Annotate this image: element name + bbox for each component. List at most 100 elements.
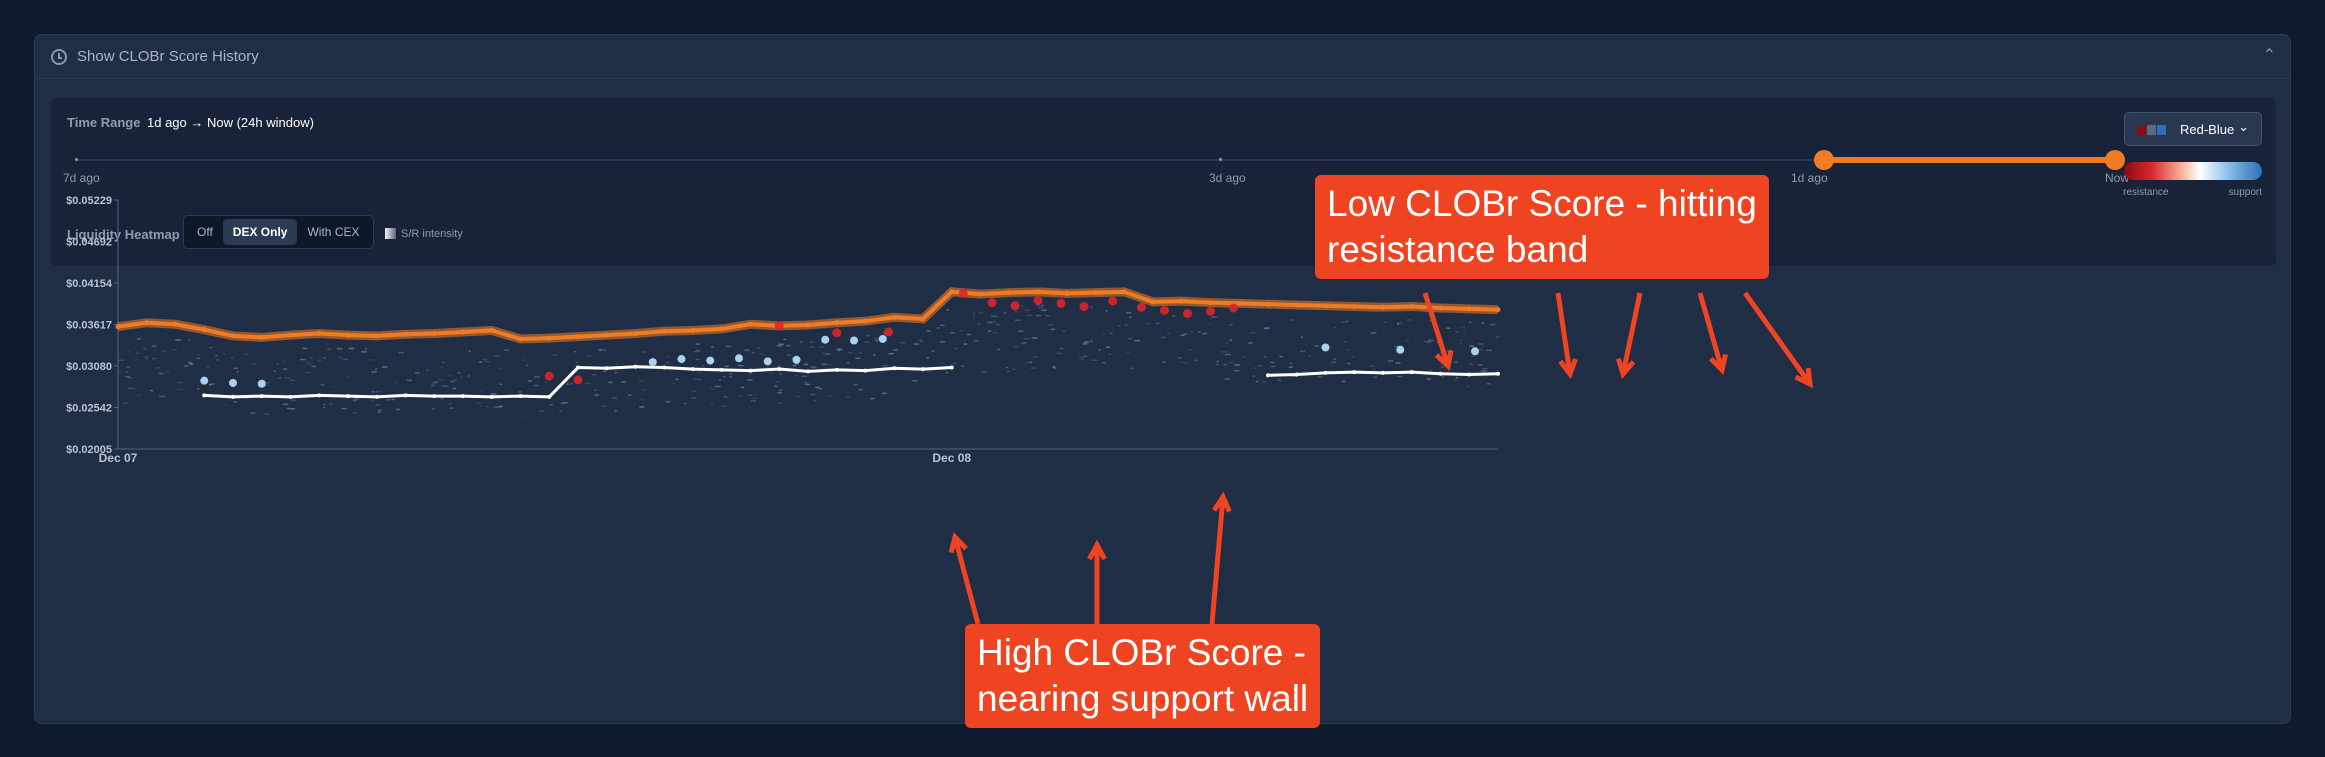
price-point xyxy=(230,333,236,339)
heat-cell xyxy=(1183,361,1189,364)
heat-cell xyxy=(783,338,787,341)
slider-handle-end[interactable] xyxy=(2105,150,2125,170)
chevron-up-icon[interactable]: ⌃ xyxy=(2262,47,2276,64)
heat-cell xyxy=(327,348,332,351)
heat-cell xyxy=(353,398,359,400)
heat-cell xyxy=(307,363,313,365)
heat-cell xyxy=(1188,348,1192,351)
heat-cell xyxy=(1372,368,1376,371)
heat-cell xyxy=(522,359,525,361)
price-point xyxy=(604,332,610,338)
heat-cell xyxy=(1027,314,1032,317)
heat-cell xyxy=(638,380,644,382)
heat-cell xyxy=(888,352,894,355)
sr-intensity-label: S/R intensity xyxy=(385,228,463,240)
heat-cell xyxy=(729,376,732,378)
heat-cell xyxy=(161,350,167,353)
heatmap-option-off[interactable]: Off xyxy=(197,225,213,239)
palette-dropdown[interactable]: Red-Blue ⌄ xyxy=(2124,112,2262,146)
heat-cell xyxy=(759,353,765,356)
heat-cell xyxy=(1256,380,1259,383)
heat-cell xyxy=(498,405,503,408)
heat-cell xyxy=(1261,381,1267,383)
heat-cell xyxy=(305,361,310,363)
controls-bar: Time Range 1d ago → Now (24h window) 7d … xyxy=(51,98,2276,266)
panel-header[interactable]: Show CLOBr Score History ⌃ xyxy=(35,35,2290,79)
heat-cell xyxy=(777,365,780,367)
heat-cell xyxy=(197,353,200,356)
resistance-mark xyxy=(1108,296,1118,306)
heat-cell xyxy=(243,397,249,400)
heat-cell xyxy=(1162,361,1166,364)
heatmap-option-cex[interactable]: With CEX xyxy=(307,225,360,239)
heat-cell xyxy=(196,357,201,359)
heat-cell xyxy=(1225,342,1228,344)
heat-cell xyxy=(881,392,887,395)
heat-cell xyxy=(777,345,782,347)
heat-cell xyxy=(988,330,992,332)
resistance-mark xyxy=(544,371,554,381)
heat-cell xyxy=(1405,339,1410,342)
resistance-mark xyxy=(1229,303,1238,313)
heat-cell xyxy=(779,373,782,375)
price-point xyxy=(403,331,408,337)
time-range-slider[interactable] xyxy=(75,150,2125,170)
heat-cell xyxy=(892,349,899,351)
support-wall-point xyxy=(834,367,839,372)
support-wall-point xyxy=(547,394,552,399)
support-wall-point xyxy=(691,367,695,372)
support-mark xyxy=(706,356,715,365)
heat-cell xyxy=(931,350,935,352)
price-point xyxy=(1006,290,1012,296)
heat-cell xyxy=(188,362,192,364)
heat-cell xyxy=(926,357,929,359)
heat-cell xyxy=(1315,344,1319,347)
heat-cell xyxy=(177,388,184,391)
heat-cell xyxy=(1429,369,1432,371)
heatmap-option-dex[interactable]: DEX Only xyxy=(222,219,298,245)
heat-cell xyxy=(1098,349,1101,351)
heat-cell xyxy=(744,349,750,352)
resistance-mark xyxy=(832,328,842,338)
heat-cell xyxy=(286,407,291,410)
slider-handle-start[interactable] xyxy=(1813,150,1834,170)
heat-cell xyxy=(912,379,918,382)
heat-cell xyxy=(1454,331,1460,333)
heat-cell xyxy=(1083,355,1088,357)
heat-cell xyxy=(332,385,335,388)
resistance-mark xyxy=(1056,298,1066,308)
heat-cell xyxy=(310,357,313,359)
support-wall-point xyxy=(777,367,782,372)
heat-cell xyxy=(824,353,831,355)
heat-cell xyxy=(559,410,562,412)
heat-cell xyxy=(1249,332,1256,334)
price-point xyxy=(1495,307,1501,313)
heat-cell xyxy=(914,343,919,345)
heat-cell xyxy=(197,388,200,390)
heat-cell xyxy=(305,371,311,374)
callout-low-score: Low CLOBr Score - hitting resistance ban… xyxy=(1315,175,1769,279)
resistance-mark xyxy=(774,321,784,331)
resistance-mark xyxy=(1137,302,1146,312)
heat-cell xyxy=(1038,306,1043,309)
heat-cell xyxy=(779,389,783,391)
heat-cell xyxy=(1216,363,1219,365)
heat-cell xyxy=(1183,333,1188,335)
heat-cell xyxy=(338,356,342,359)
swatch xyxy=(2147,125,2156,135)
price-point xyxy=(431,331,437,337)
heat-cell xyxy=(1289,362,1293,365)
heat-cell xyxy=(441,385,448,387)
palette-gradient xyxy=(2124,162,2262,180)
y-tick-label: $0.04154 xyxy=(66,278,113,290)
heat-cell xyxy=(1486,349,1493,352)
heat-cell xyxy=(714,385,721,388)
price-point xyxy=(316,331,322,337)
support-wall-point xyxy=(604,366,609,371)
heat-cell xyxy=(696,378,702,381)
heat-cell xyxy=(484,360,491,363)
swatch xyxy=(2157,125,2166,135)
support-wall-point xyxy=(949,365,954,370)
support-wall-point xyxy=(1409,370,1414,375)
heat-cell xyxy=(882,365,888,367)
